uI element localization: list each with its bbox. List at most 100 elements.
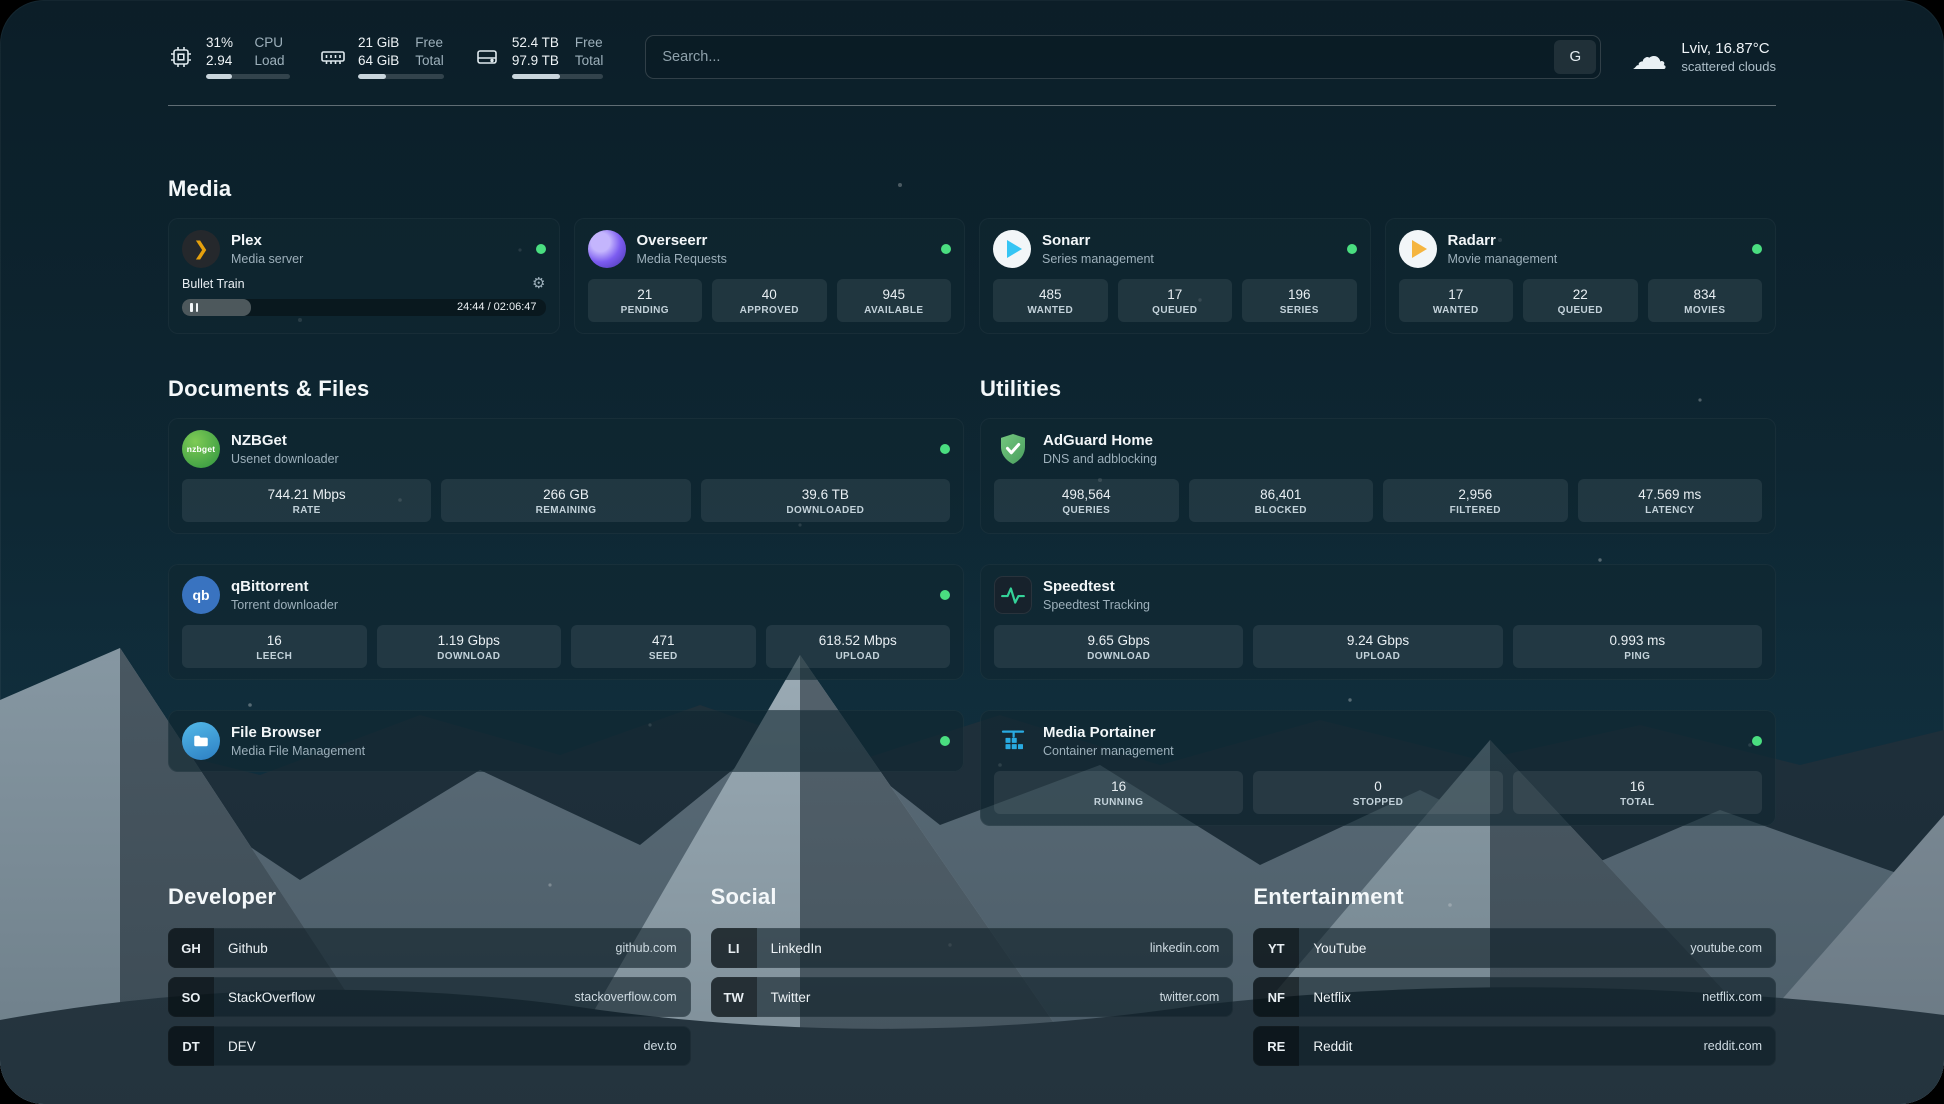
stat-running: 16 RUNNING [994,771,1244,814]
status-dot [1752,244,1762,254]
speedtest-pulse-icon [994,576,1032,614]
disk-icon [474,44,500,70]
disk-widget: 52.4 TB Free 97.9 TB Total [474,34,604,79]
service-card-nzbget[interactable]: nzbget NZBGet Usenet downloader 744.21 M… [168,418,964,534]
disk-total-label: Total [574,53,604,68]
stat-latency: 47.569 ms LATENCY [1577,479,1762,522]
playback-time: 24:44 / 02:06:47 [456,301,537,313]
bookmark-name: StackOverflow [228,989,316,1005]
bookmark-stackoverflow[interactable]: SO StackOverflow stackoverflow.com [168,977,691,1017]
bookmark-abbr: NF [1253,977,1300,1017]
ram-icon [320,44,346,70]
stat-stopped: 0 STOPPED [1253,771,1503,814]
section-title-media: Media [168,176,232,201]
stat-queued: 17 QUEUED [1117,279,1232,322]
cpu-label: CPU [254,35,283,50]
service-subtitle: Media Requests [636,252,727,266]
service-card-adguard[interactable]: AdGuard Home DNS and adblocking 498,564 … [980,418,1776,534]
bookmark-abbr: SO [168,977,214,1017]
service-card-qbittorrent[interactable]: qb qBittorrent Torrent downloader 16 LEE… [168,564,964,680]
bookmark-abbr: LI [710,928,757,968]
bookmark-twitter[interactable]: TW Twitter twitter.com [710,977,1234,1017]
bookmark-url: github.com [615,941,677,955]
service-card-overseerr[interactable]: Overseerr Media Requests 21 PENDING 40 A… [573,218,965,334]
plex-icon: ❯ [182,230,220,268]
stat-wanted: 17 WANTED [1398,279,1513,322]
cpu-load-value: 2.94 [206,53,233,68]
status-dot [940,590,950,600]
search-bar: G [645,34,1602,79]
service-card-radarr[interactable]: Radarr Movie management 17 WANTED 22 QUE… [1384,218,1776,334]
stat-queued: 22 QUEUED [1523,279,1638,322]
service-subtitle: Media server [231,252,304,266]
bookmarks-entertainment: Entertainment YT YouTube youtube.com NF … [1253,884,1776,1075]
service-card-portainer[interactable]: Media Portainer Container management 16 … [980,710,1776,826]
weather-condition: scattered clouds [1681,58,1776,74]
service-card-plex[interactable]: ❯ Plex Media server Bullet Train ⚙ [168,218,560,334]
cpu-chip-icon [168,44,194,70]
resource-widgets: 31% CPU 2.94 Load [168,34,604,79]
bookmark-name: YouTube [1313,940,1367,956]
stat-wanted: 485 WANTED [993,279,1108,322]
bookmark-url: netflix.com [1702,990,1762,1004]
disk-usage-bar [511,74,604,79]
playback-progress-bar[interactable]: 24:44 / 02:06:47 [182,299,546,316]
cloud-icon: ☁ [1631,35,1668,77]
bookmark-reddit[interactable]: RE Reddit reddit.com [1253,1026,1776,1066]
bookmark-github[interactable]: GH Github github.com [168,928,691,968]
section-media: Media ❯ Plex Media server [168,176,1776,334]
filebrowser-icon [182,722,220,760]
bookmark-linkedin[interactable]: LI LinkedIn linkedin.com [710,928,1234,968]
bookmark-url: twitter.com [1159,990,1220,1004]
bookmark-abbr: GH [168,928,214,968]
status-dot [940,444,950,454]
memory-free-value: 21 GiB [358,35,400,50]
service-name: File Browser [231,724,322,741]
stat-upload: 9.24 Gbps UPLOAD [1253,625,1503,668]
section-title-social: Social [710,884,777,909]
status-dot [941,244,951,254]
bookmark-abbr: RE [1253,1026,1300,1066]
service-card-sonarr[interactable]: Sonarr Series management 485 WANTED 17 Q… [979,218,1371,334]
search-provider-button[interactable]: G [1554,39,1597,74]
service-subtitle: Container management [1043,744,1174,758]
cpu-load-label: Load [254,53,285,68]
service-name: Sonarr [1042,232,1091,249]
section-title-utilities: Utilities [980,376,1062,401]
search-input[interactable] [645,34,1602,79]
pause-icon[interactable] [190,299,198,316]
bookmark-abbr: YT [1253,928,1300,968]
header-divider [168,105,1776,106]
bookmark-abbr: DT [168,1026,214,1066]
gear-icon[interactable]: ⚙ [532,275,546,292]
service-card-filebrowser[interactable]: File Browser Media File Management [168,710,964,772]
section-title-developer: Developer [168,884,277,909]
bookmark-netflix[interactable]: NF Netflix netflix.com [1253,977,1776,1017]
bookmark-url: youtube.com [1690,941,1762,955]
stat-remaining: 266 GB REMAINING [441,479,691,522]
bookmarks-social: Social LI LinkedIn linkedin.com TW Twitt… [710,884,1234,1075]
service-subtitle: Movie management [1447,252,1558,266]
stat-available: 945 AVAILABLE [836,279,951,322]
stat-total: 16 TOTAL [1512,771,1762,814]
cpu-percent-value: 31% [206,35,234,50]
now-playing-title: Bullet Train [182,276,245,291]
stat-series: 196 SERIES [1242,279,1357,322]
stat-download: 1.19 Gbps DOWNLOAD [376,625,561,668]
cpu-widget: 31% CPU 2.94 Load [168,34,290,79]
portainer-crane-icon [994,722,1032,760]
bookmark-youtube[interactable]: YT YouTube youtube.com [1253,928,1776,968]
stat-rate: 744.21 Mbps RATE [182,479,432,522]
service-subtitle: Usenet downloader [231,452,339,466]
bookmark-dev[interactable]: DT DEV dev.to [168,1026,691,1066]
service-card-speedtest[interactable]: Speedtest Speedtest Tracking 9.65 Gbps D… [980,564,1776,680]
service-subtitle: DNS and adblocking [1043,452,1157,466]
bookmark-url: reddit.com [1703,1039,1762,1053]
service-subtitle: Torrent downloader [231,598,339,612]
section-documents: Documents & Files nzbget NZBGet Usenet d… [168,376,964,826]
stat-seed: 471 SEED [571,625,756,668]
section-utilities: Utilities [980,376,1776,826]
status-dot [1346,244,1357,254]
service-subtitle: Speedtest Tracking [1043,598,1151,612]
weather-widget: ☁ Lviv, 16.87°C scattered clouds [1601,35,1776,77]
